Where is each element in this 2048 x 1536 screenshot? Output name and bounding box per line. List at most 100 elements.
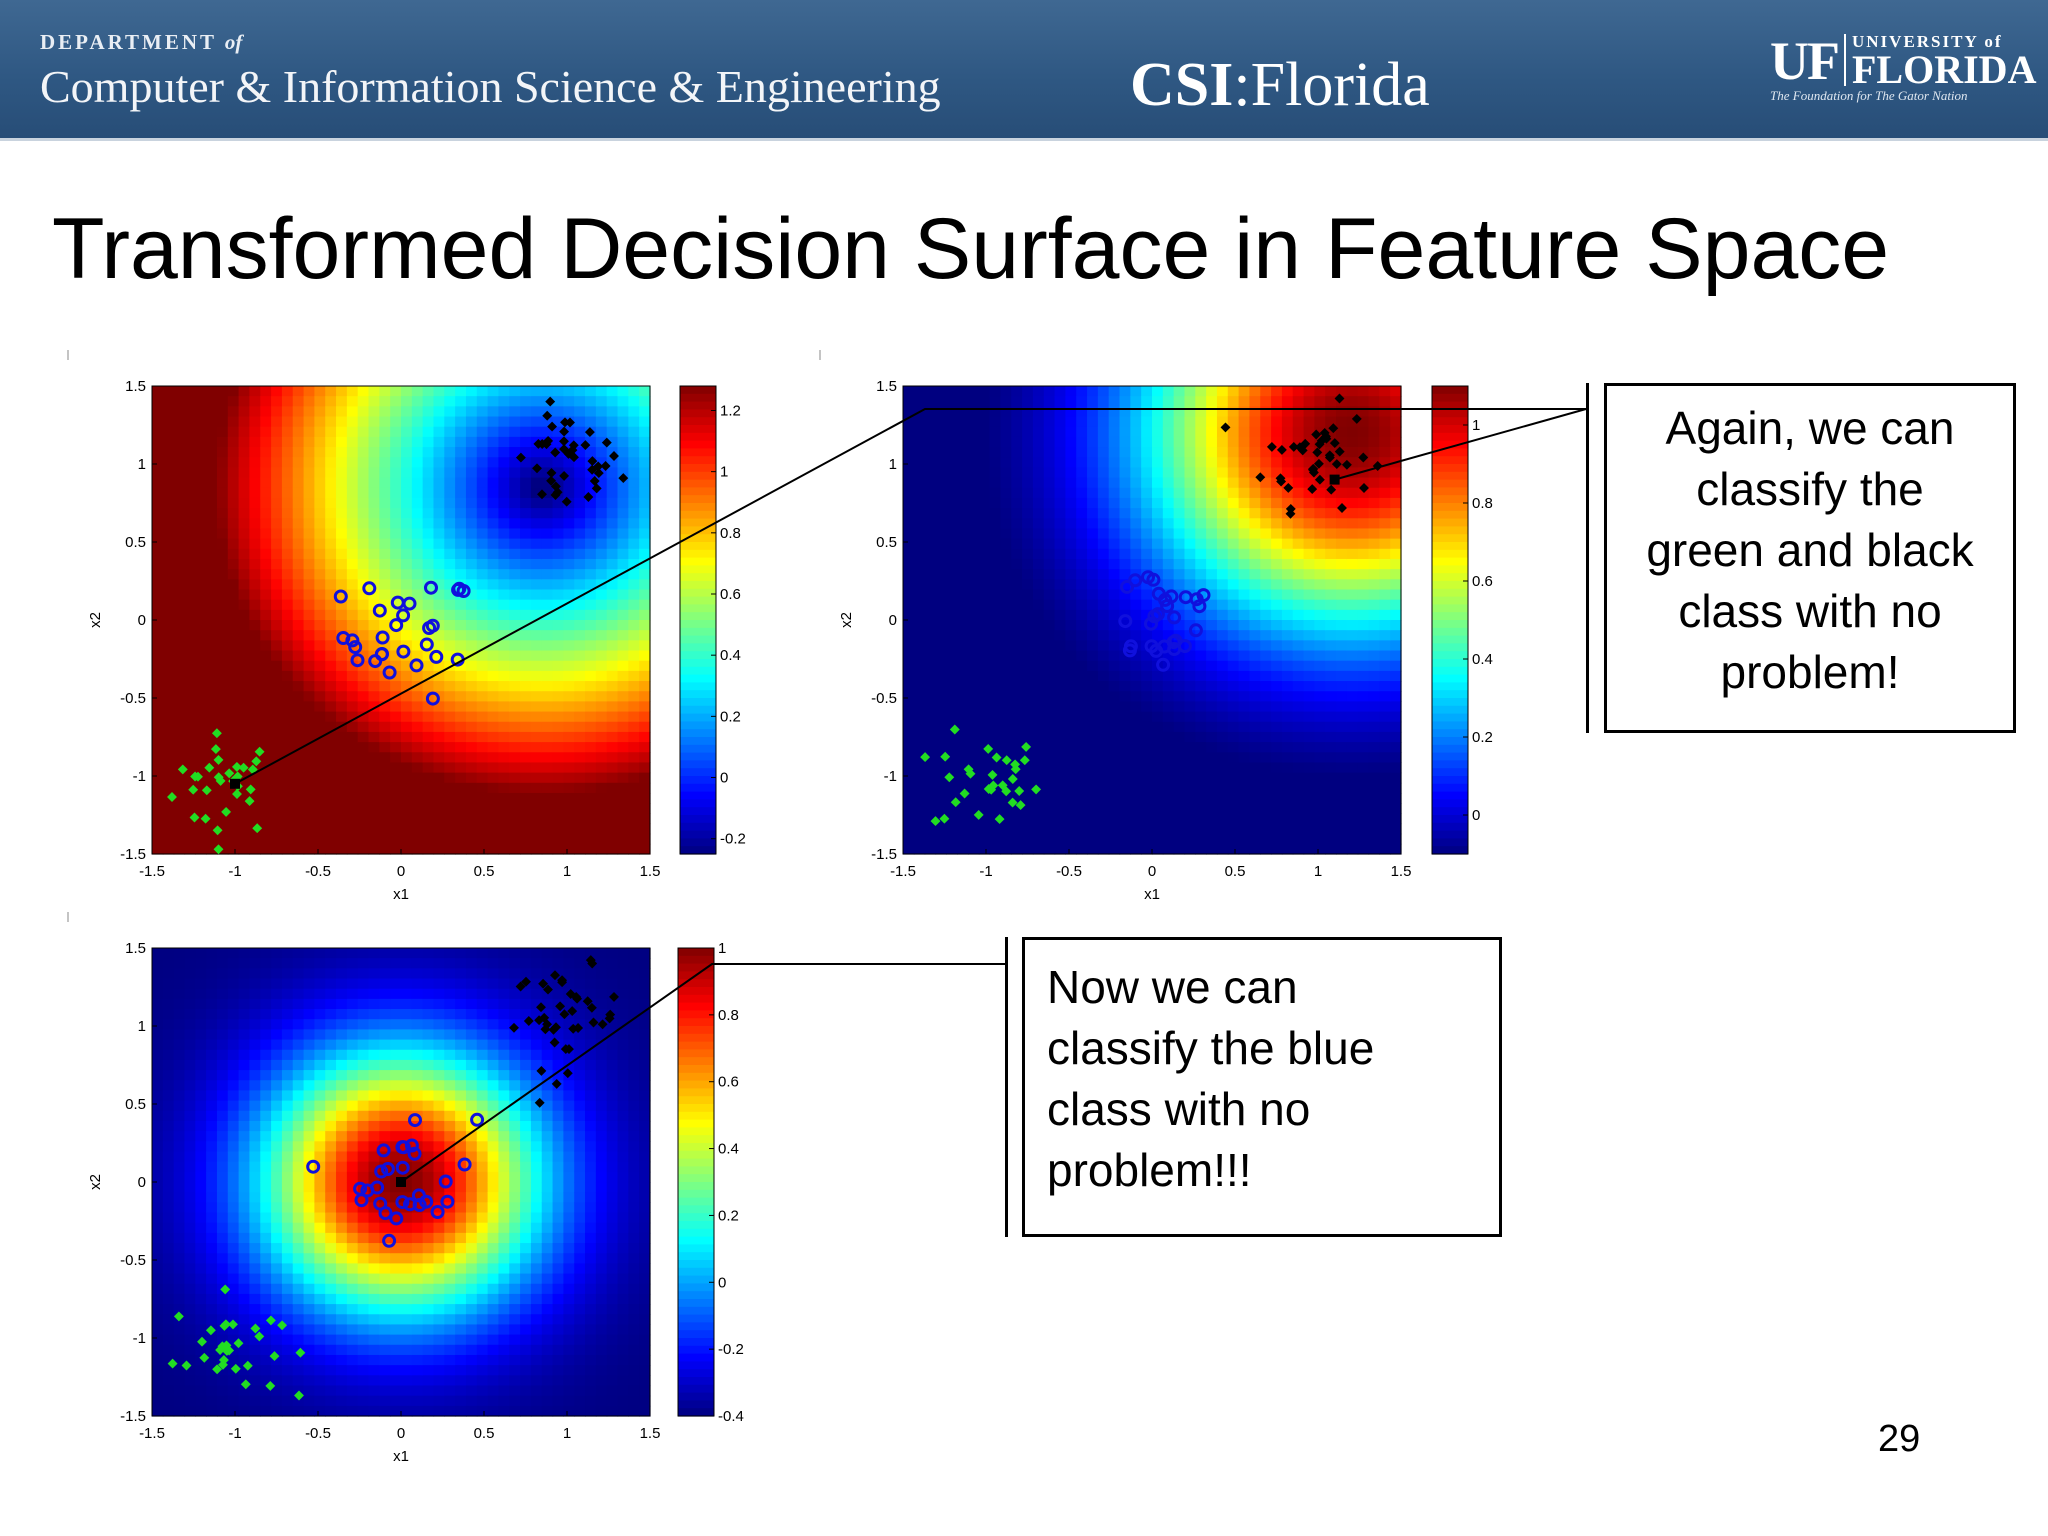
heatmap-cell — [924, 589, 937, 601]
heatmap-cell — [195, 518, 207, 530]
heatmap-cell — [271, 436, 283, 448]
heatmap-cell — [946, 528, 958, 540]
heatmap-cell — [260, 599, 272, 611]
heatmap-cell — [989, 599, 1002, 611]
heatmap-cell — [1368, 681, 1380, 692]
heatmap-cell — [1011, 731, 1023, 743]
heatmap-cell — [957, 447, 969, 458]
heatmap-cell — [924, 691, 937, 702]
heatmap-cell — [271, 497, 283, 509]
heatmap-cell — [216, 1131, 229, 1142]
heatmap-cell — [520, 772, 532, 784]
heatmap-cell — [606, 650, 619, 662]
heatmap-cell — [1260, 660, 1272, 672]
heatmap-cell — [1260, 406, 1272, 418]
heatmap-cell — [444, 599, 456, 611]
heatmap-cell — [1141, 752, 1153, 764]
heatmap-cell — [1162, 650, 1175, 662]
heatmap-cell — [1216, 782, 1229, 794]
heatmap-cell — [173, 1385, 186, 1397]
heatmap-cell — [206, 1029, 218, 1041]
heatmap-cell — [1043, 386, 1056, 397]
heatmap-cell — [552, 396, 564, 407]
heatmap-cell — [206, 1405, 218, 1417]
heatmap-cell — [1260, 477, 1272, 489]
heatmap-cell — [1043, 538, 1056, 550]
heatmap-cell — [1346, 691, 1359, 702]
heatmap-cell — [1032, 599, 1045, 611]
heatmap-cell — [1325, 416, 1337, 428]
heatmap-cell — [1130, 457, 1142, 468]
heatmap-cell — [1130, 416, 1142, 428]
heatmap-cell — [1065, 792, 1077, 804]
heatmap-cell — [1076, 569, 1088, 580]
heatmap-cell — [1206, 457, 1218, 468]
heatmap-cell — [574, 426, 586, 438]
heatmap-cell — [152, 620, 164, 631]
heatmap-cell — [314, 406, 326, 418]
heatmap-cell — [1281, 681, 1294, 692]
heatmap-cell — [162, 948, 175, 959]
heatmap-cell — [260, 396, 272, 407]
heatmap-cell — [1184, 843, 1196, 855]
heatmap-cell — [520, 548, 532, 560]
heatmap-cell — [509, 823, 521, 835]
heatmap-cell — [1076, 609, 1088, 621]
heatmap-cell — [173, 1212, 186, 1224]
heatmap-cell — [422, 650, 435, 662]
heatmap-cell — [162, 1090, 175, 1102]
heatmap-cell — [487, 396, 500, 407]
heatmap-cell — [1076, 701, 1088, 713]
heatmap-cell — [1152, 742, 1164, 753]
heatmap-cell — [1325, 508, 1337, 519]
heatmap-cell — [1336, 782, 1348, 794]
heatmap-cell — [967, 681, 980, 692]
heatmap-cell — [935, 558, 947, 570]
heatmap-cell — [935, 589, 947, 601]
heatmap-cell — [271, 691, 283, 702]
heatmap-cell — [1336, 599, 1348, 611]
heatmap-cell — [195, 467, 207, 479]
heatmap-cell — [1173, 558, 1186, 570]
heatmap-cell — [465, 436, 478, 448]
heatmap-cell — [281, 426, 294, 438]
heatmap-cell — [574, 731, 586, 743]
heatmap-cell — [314, 772, 326, 784]
heatmap-cell — [1390, 558, 1402, 570]
heatmap-cell — [1087, 447, 1099, 458]
heatmap-cell — [498, 803, 510, 814]
heatmap-cell — [563, 599, 575, 611]
heatmap-cell — [152, 589, 164, 601]
heatmap-cell — [152, 1334, 164, 1346]
heatmap-cell — [639, 487, 651, 499]
heatmap-cell — [1087, 630, 1099, 641]
heatmap-cell — [1281, 569, 1294, 580]
colorbar-segment — [680, 682, 716, 691]
colorbar-segment — [1432, 807, 1468, 816]
heatmap-cell — [1238, 701, 1251, 713]
heatmap-cell — [1130, 711, 1142, 723]
heatmap-cell — [498, 681, 510, 692]
heatmap-cell — [1097, 508, 1110, 519]
heatmap-cell — [206, 396, 218, 407]
heatmap-cell — [903, 843, 915, 855]
heatmap-cell — [1216, 508, 1229, 519]
heatmap-cell — [1076, 640, 1088, 652]
heatmap-cell — [1000, 406, 1012, 418]
heatmap-cell — [184, 558, 196, 570]
heatmap-cell — [357, 528, 370, 540]
heatmap-cell — [152, 416, 164, 428]
heatmap-cell — [173, 1171, 186, 1183]
heatmap-cell — [1011, 508, 1023, 519]
heatmap-cell — [206, 1182, 218, 1193]
heatmap-cell — [1054, 487, 1066, 499]
heatmap-cell — [487, 660, 500, 672]
heatmap-cell — [1260, 792, 1272, 804]
heatmap-cell — [1216, 579, 1229, 591]
heatmap-cell — [563, 813, 575, 825]
heatmap-cell — [957, 660, 969, 672]
heatmap-cell — [520, 467, 532, 479]
heatmap-cell — [498, 650, 510, 662]
heatmap-cell — [1043, 508, 1056, 519]
heatmap-cell — [271, 477, 283, 489]
